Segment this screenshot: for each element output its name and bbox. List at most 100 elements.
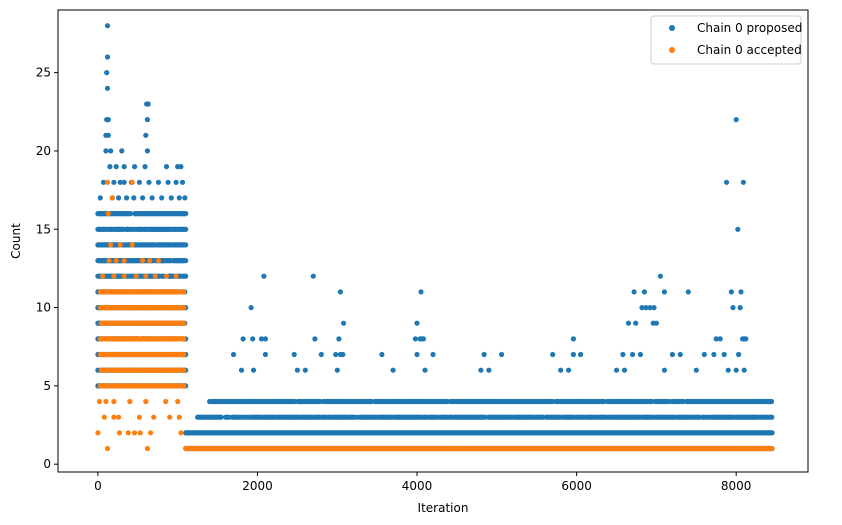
y-axis-title: Count <box>9 223 23 259</box>
data-point <box>163 273 170 279</box>
data-point <box>179 179 186 185</box>
data-point <box>104 54 111 60</box>
data-point <box>337 289 343 295</box>
data-point <box>181 383 187 389</box>
data-point <box>163 398 169 405</box>
data-point <box>104 23 111 29</box>
data-point <box>132 430 138 436</box>
data-point <box>173 179 179 185</box>
data-point <box>103 398 109 405</box>
data-point <box>318 351 324 358</box>
data-point <box>183 242 189 248</box>
data-point <box>713 336 719 342</box>
x-tick-label: 0 <box>94 479 102 493</box>
data-point <box>558 367 564 373</box>
data-point <box>116 414 122 420</box>
data-point <box>230 351 237 358</box>
data-point <box>127 211 133 217</box>
data-point <box>181 336 187 342</box>
data-point <box>725 367 731 373</box>
y-tick-label: 10 <box>36 301 51 315</box>
data-point <box>142 164 148 170</box>
data-point <box>168 195 174 201</box>
data-point <box>333 351 339 358</box>
data-point <box>181 289 187 295</box>
data-point <box>310 273 316 279</box>
data-point <box>144 117 150 123</box>
data-point <box>113 164 119 170</box>
data-point <box>629 351 636 358</box>
data-point <box>121 258 127 264</box>
data-point <box>570 351 577 358</box>
data-point <box>334 367 340 373</box>
data-point <box>613 367 620 373</box>
data-point <box>111 398 117 405</box>
data-point <box>167 414 173 420</box>
data-point <box>312 336 318 342</box>
data-point <box>566 367 572 373</box>
data-point <box>108 242 114 248</box>
data-point <box>133 273 139 279</box>
data-point <box>336 336 342 342</box>
data-point <box>155 179 162 185</box>
data-point <box>769 430 775 436</box>
data-point <box>294 367 300 373</box>
data-point <box>121 179 127 185</box>
x-axis-title: Iteration <box>418 501 469 515</box>
data-point <box>625 320 632 326</box>
data-point <box>641 289 648 295</box>
x-tick-label: 6000 <box>561 479 592 493</box>
data-point <box>637 351 644 358</box>
data-point <box>717 336 723 342</box>
data-point <box>743 336 749 342</box>
data-point <box>379 351 385 358</box>
y-tick-label: 20 <box>36 144 51 158</box>
data-point <box>175 398 181 405</box>
data-point <box>340 351 346 358</box>
data-point <box>711 351 717 358</box>
data-point <box>647 305 653 311</box>
data-point <box>218 414 224 420</box>
data-point <box>116 430 122 436</box>
data-point <box>730 305 736 311</box>
data-point <box>176 414 182 420</box>
data-point <box>181 367 187 373</box>
data-point <box>144 148 150 154</box>
y-tick-label: 5 <box>43 379 51 393</box>
data-point <box>147 258 153 264</box>
y-tick-label: 0 <box>43 457 51 471</box>
data-point <box>143 398 149 405</box>
data-point <box>116 195 122 201</box>
data-point <box>96 398 103 405</box>
data-point <box>143 273 149 279</box>
x-tick-label: 8000 <box>721 479 752 493</box>
data-point <box>182 195 188 201</box>
data-point <box>685 289 691 295</box>
data-point <box>693 367 699 373</box>
data-point <box>125 430 131 436</box>
data-point <box>107 164 113 170</box>
data-point <box>738 289 744 295</box>
data-point <box>181 305 187 311</box>
data-point <box>767 398 773 405</box>
data-point <box>183 211 189 217</box>
data-point <box>124 195 130 201</box>
data-point <box>143 132 149 138</box>
data-point <box>95 430 101 436</box>
data-point <box>418 289 424 295</box>
data-point <box>144 445 150 452</box>
data-point <box>653 320 660 326</box>
data-point <box>155 258 162 264</box>
data-point <box>669 351 676 358</box>
data-point <box>136 414 142 420</box>
data-point <box>140 258 146 264</box>
data-point <box>178 430 184 436</box>
data-point <box>132 164 138 170</box>
data-point <box>113 258 119 264</box>
data-point <box>661 367 668 373</box>
data-point <box>148 430 154 436</box>
data-point <box>258 336 265 342</box>
data-point <box>173 273 179 279</box>
data-point <box>117 242 123 248</box>
data-point <box>430 351 436 358</box>
